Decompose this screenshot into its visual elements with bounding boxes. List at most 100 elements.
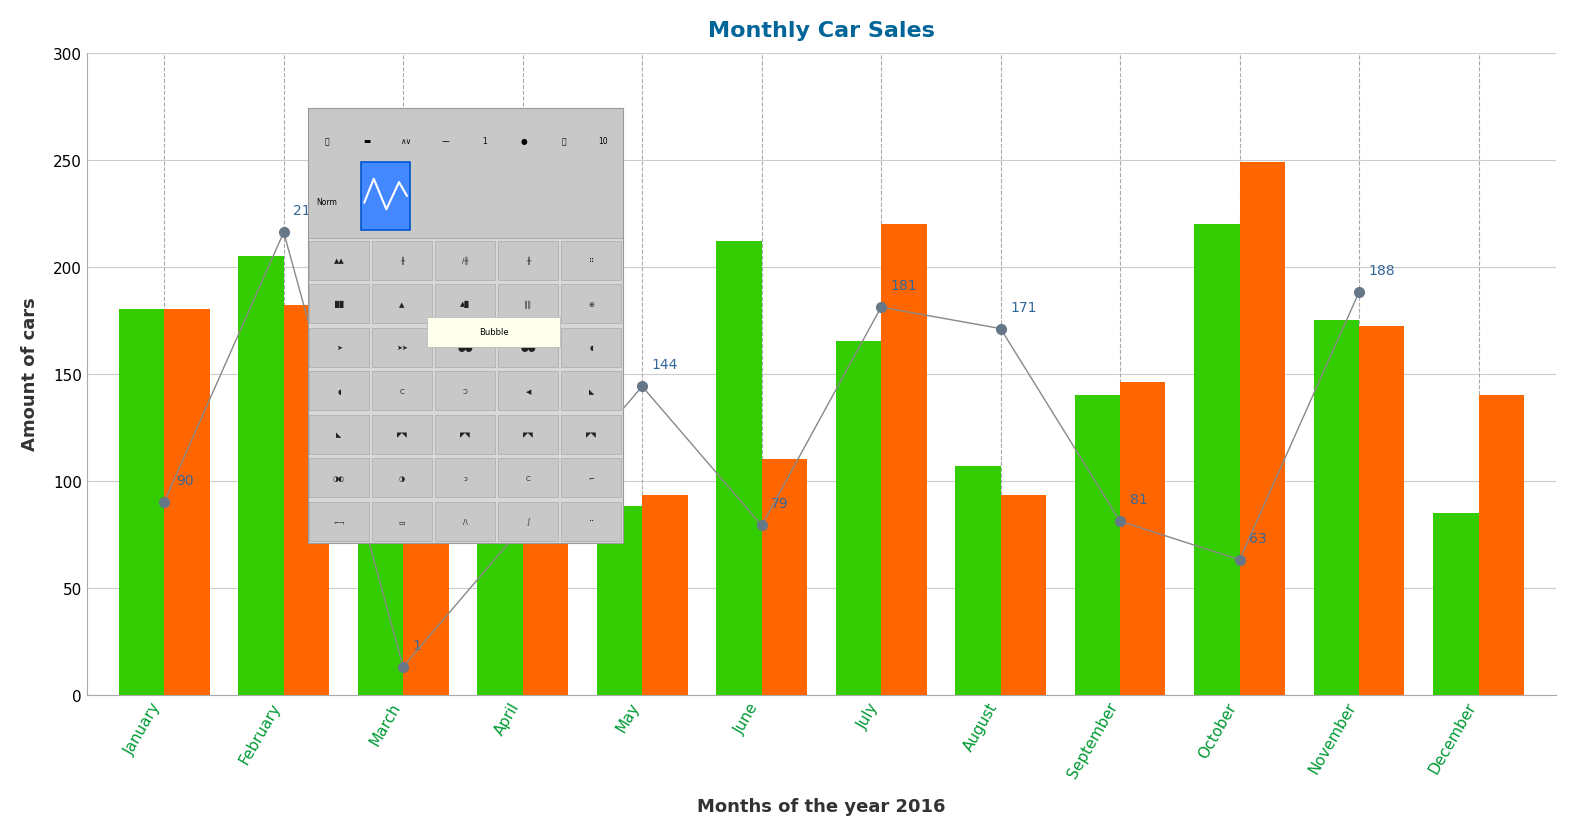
- Text: 🏔: 🏔: [561, 137, 566, 145]
- Text: ◤◥: ◤◥: [524, 431, 533, 438]
- Bar: [309, 329, 369, 367]
- Text: 10: 10: [598, 137, 609, 145]
- Text: 188: 188: [1369, 264, 1396, 278]
- Text: Norm: Norm: [315, 198, 337, 207]
- Text: ◀: ◀: [525, 388, 531, 395]
- Text: ◤◥: ◤◥: [587, 431, 596, 438]
- Text: ◣: ◣: [336, 431, 342, 438]
- Bar: [427, 318, 560, 348]
- Text: ▭: ▭: [399, 518, 405, 525]
- Text: ➤: ➤: [336, 344, 342, 351]
- Text: ↄ: ↄ: [464, 475, 467, 482]
- Y-axis label: Amount of cars: Amount of cars: [21, 298, 39, 451]
- Bar: [498, 415, 558, 454]
- Text: ╫: ╫: [527, 257, 530, 265]
- Bar: [561, 329, 621, 367]
- Bar: [372, 415, 432, 454]
- Text: 171: 171: [1011, 300, 1036, 314]
- Bar: [435, 372, 495, 410]
- Bar: [118, 310, 164, 695]
- Text: ∫: ∫: [527, 518, 530, 525]
- Bar: [478, 528, 522, 695]
- Bar: [372, 285, 432, 324]
- Bar: [596, 507, 642, 695]
- Text: 79: 79: [771, 497, 788, 511]
- Text: /\: /\: [462, 518, 468, 525]
- Bar: [309, 285, 369, 324]
- Text: ➤➤: ➤➤: [396, 344, 408, 351]
- Text: ▲: ▲: [399, 301, 405, 308]
- Bar: [642, 496, 688, 695]
- Text: ⬤⬤: ⬤⬤: [457, 344, 473, 351]
- Bar: [435, 329, 495, 367]
- Bar: [435, 415, 495, 454]
- Bar: [882, 224, 927, 695]
- Text: ⌐¬: ⌐¬: [333, 518, 345, 525]
- Bar: [435, 285, 495, 324]
- Text: C: C: [399, 388, 405, 395]
- Text: ◤◥: ◤◥: [460, 431, 470, 438]
- Bar: [561, 415, 621, 454]
- Text: /╫: /╫: [462, 257, 468, 265]
- Text: 90: 90: [177, 473, 194, 487]
- Text: ⬤⬤: ⬤⬤: [520, 344, 536, 351]
- Text: 63: 63: [1249, 531, 1266, 545]
- Bar: [435, 502, 495, 541]
- Title: Monthly Car Sales: Monthly Car Sales: [708, 21, 935, 41]
- Bar: [1074, 395, 1120, 695]
- Text: ●: ●: [520, 137, 528, 145]
- Text: ∧∨: ∧∨: [401, 137, 412, 145]
- Bar: [309, 502, 369, 541]
- Bar: [498, 285, 558, 324]
- Text: ║║: ║║: [524, 300, 533, 308]
- Bar: [1240, 162, 1285, 695]
- Text: ◖: ◖: [590, 344, 593, 351]
- Bar: [164, 310, 210, 695]
- Bar: [498, 502, 558, 541]
- X-axis label: Months of the year 2016: Months of the year 2016: [697, 798, 946, 815]
- Bar: [308, 109, 623, 239]
- Bar: [498, 459, 558, 497]
- Text: 1: 1: [483, 137, 487, 145]
- Text: 216: 216: [293, 204, 320, 218]
- Bar: [309, 372, 369, 410]
- Text: 🖌: 🖌: [325, 137, 330, 145]
- Text: ▊▊: ▊▊: [334, 301, 344, 308]
- Text: 181: 181: [891, 279, 918, 293]
- Bar: [561, 502, 621, 541]
- Bar: [956, 466, 1000, 695]
- Bar: [284, 306, 330, 695]
- Text: ⊕: ⊕: [588, 301, 595, 308]
- Text: ▲▊: ▲▊: [460, 301, 470, 308]
- Text: ⠒: ⠒: [588, 518, 595, 525]
- Text: ⠿: ⠿: [588, 257, 595, 264]
- Bar: [435, 459, 495, 497]
- Text: ◤◥: ◤◥: [397, 431, 407, 438]
- Bar: [1194, 224, 1240, 695]
- Bar: [1433, 513, 1479, 695]
- Bar: [498, 372, 558, 410]
- Bar: [561, 242, 621, 280]
- Bar: [372, 502, 432, 541]
- Text: 1: 1: [413, 638, 421, 652]
- Bar: [309, 459, 369, 497]
- Text: ◑: ◑: [399, 475, 405, 482]
- Bar: [361, 162, 410, 231]
- Text: —: —: [442, 137, 449, 145]
- Bar: [1314, 321, 1359, 695]
- Bar: [716, 242, 762, 695]
- Bar: [358, 496, 404, 695]
- Bar: [561, 372, 621, 410]
- Bar: [498, 329, 558, 367]
- Text: Ↄ: Ↄ: [462, 388, 468, 395]
- Bar: [561, 459, 621, 497]
- Text: Bubble: Bubble: [479, 328, 508, 337]
- Bar: [372, 459, 432, 497]
- Bar: [435, 242, 495, 280]
- Text: 144: 144: [651, 358, 678, 372]
- Text: ◣: ◣: [588, 388, 595, 395]
- Bar: [372, 242, 432, 280]
- Text: ⌐: ⌐: [588, 475, 595, 482]
- Text: C: C: [525, 475, 531, 482]
- Bar: [372, 329, 432, 367]
